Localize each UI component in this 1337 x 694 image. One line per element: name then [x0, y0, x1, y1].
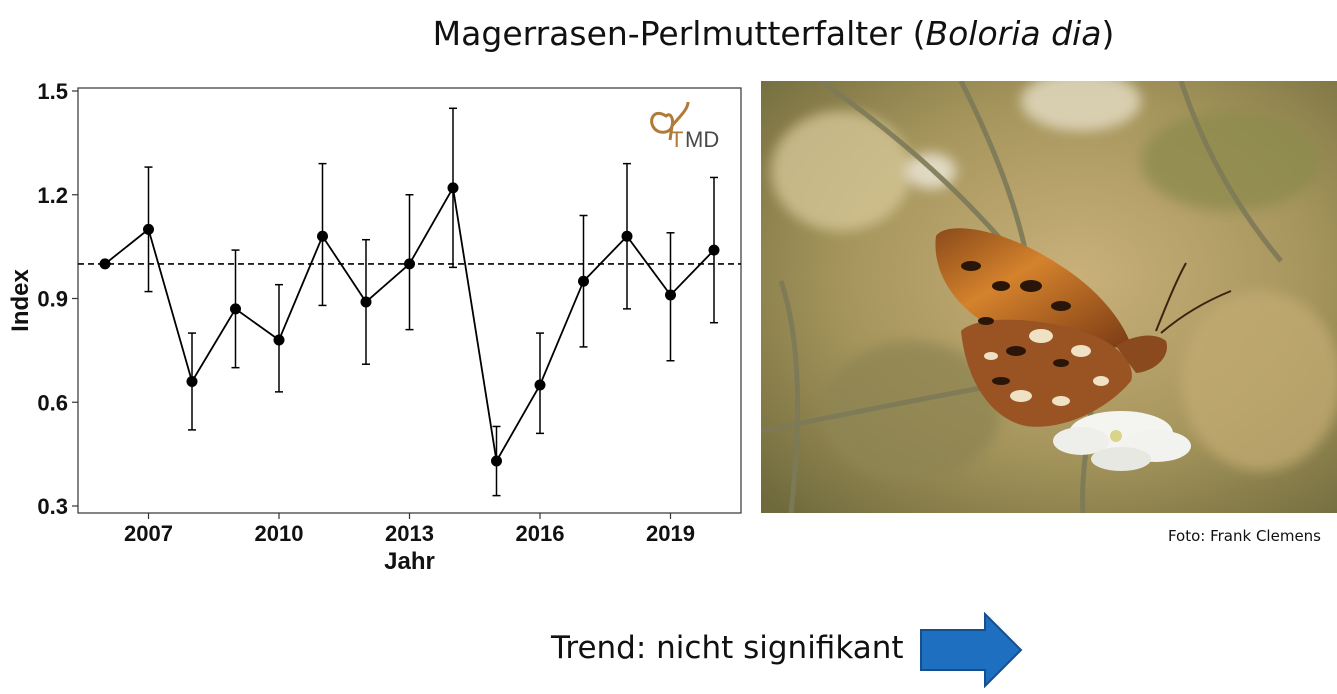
arrow-right-icon — [920, 612, 1023, 688]
page-title: Magerrasen-Perlmutterfalter (Boloria dia… — [0, 14, 1337, 53]
data-point — [273, 334, 285, 346]
data-point — [99, 258, 111, 270]
data-point — [708, 244, 720, 256]
data-point — [578, 275, 589, 287]
y-tick-label: 0.3 — [37, 494, 68, 519]
x-tick-label: 2007 — [124, 521, 173, 546]
x-tick-label: 2013 — [385, 521, 434, 546]
data-point — [230, 303, 241, 315]
data-point — [186, 376, 198, 387]
data-point — [447, 182, 459, 194]
tmd-logo: T MD — [650, 101, 719, 152]
butterfly-photo — [761, 81, 1337, 513]
y-tick-label: 1.5 — [37, 79, 68, 104]
y-tick-label: 1.2 — [37, 183, 68, 208]
data-point — [404, 258, 415, 270]
data-point — [491, 455, 502, 467]
photo-credit: Foto: Frank Clemens — [1167, 527, 1321, 545]
data-point — [317, 230, 328, 242]
title-species: Boloria dia — [925, 14, 1102, 53]
index-chart: 0.3 0.6 0.9 1.2 1.5 2007 2010 2013 2016 2019 Jahr I… — [7, 79, 742, 575]
butterfly-outline-icon — [650, 101, 690, 141]
title-main: Magerrasen-Perlmutterfalter ( — [432, 14, 926, 53]
logo-text-md: MD — [685, 127, 719, 152]
x-tick-label: 2010 — [255, 521, 304, 546]
y-tick-label: 0.6 — [37, 390, 68, 415]
title-close: ) — [1101, 14, 1115, 53]
chart-marks: 0.3 0.6 0.9 1.2 1.5 2007 2010 2013 2016 2019 Jahr I… — [7, 79, 742, 575]
y-axis-label: Index — [7, 269, 34, 332]
logo-text-t: T — [670, 127, 683, 152]
x-tick-label: 2019 — [646, 521, 695, 546]
x-tick-label: 2016 — [516, 521, 565, 546]
data-point — [621, 230, 633, 242]
data-point — [665, 289, 676, 301]
data-point — [534, 379, 546, 391]
data-point — [143, 223, 154, 235]
x-axis-label: Jahr — [384, 548, 435, 575]
y-tick-label: 0.9 — [37, 287, 68, 312]
trend-label: Trend: nicht signifikant — [551, 630, 904, 666]
data-point — [360, 296, 372, 308]
photo-illustration — [761, 81, 1337, 513]
